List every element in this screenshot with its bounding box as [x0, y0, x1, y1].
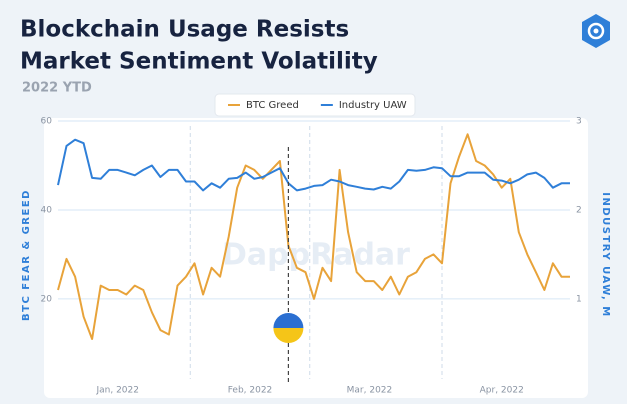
x-tick-label: Feb, 2022	[228, 386, 273, 396]
line-series	[57, 133, 570, 340]
y-axis-label: BTC FEAR & GREED	[21, 189, 32, 321]
x-tick-label: Apr, 2022	[480, 386, 524, 396]
flag-bottom	[273, 328, 304, 344]
legend-label: BTC Greed	[246, 100, 299, 111]
line-series	[57, 138, 570, 192]
flag-top	[273, 313, 304, 328]
legend: BTC Greed Industry UAW	[214, 93, 416, 117]
x-tick-label: Mar, 2022	[347, 386, 393, 396]
y2-axis-label: INDUSTRY UAW, M	[600, 192, 611, 317]
legend-label: Industry UAW	[339, 100, 407, 111]
y-tick-label: 40	[41, 205, 53, 215]
chart-title: Market Sentiment Volatility	[20, 49, 378, 75]
chart-subtitle: 2022 YTD	[22, 81, 92, 96]
logo	[582, 14, 610, 48]
x-tick-label: Jan, 2022	[95, 386, 139, 396]
y-tick-label: 60	[41, 117, 53, 127]
y2-tick-label: 3	[576, 117, 582, 127]
y2-tick-label: 2	[576, 205, 582, 215]
chart-title: Blockchain Usage Resists	[20, 17, 349, 43]
y-tick-label: 20	[41, 294, 53, 304]
watermark: DappRadar	[222, 238, 410, 273]
plot-card	[44, 118, 588, 398]
y2-tick-label: 1	[576, 294, 582, 304]
